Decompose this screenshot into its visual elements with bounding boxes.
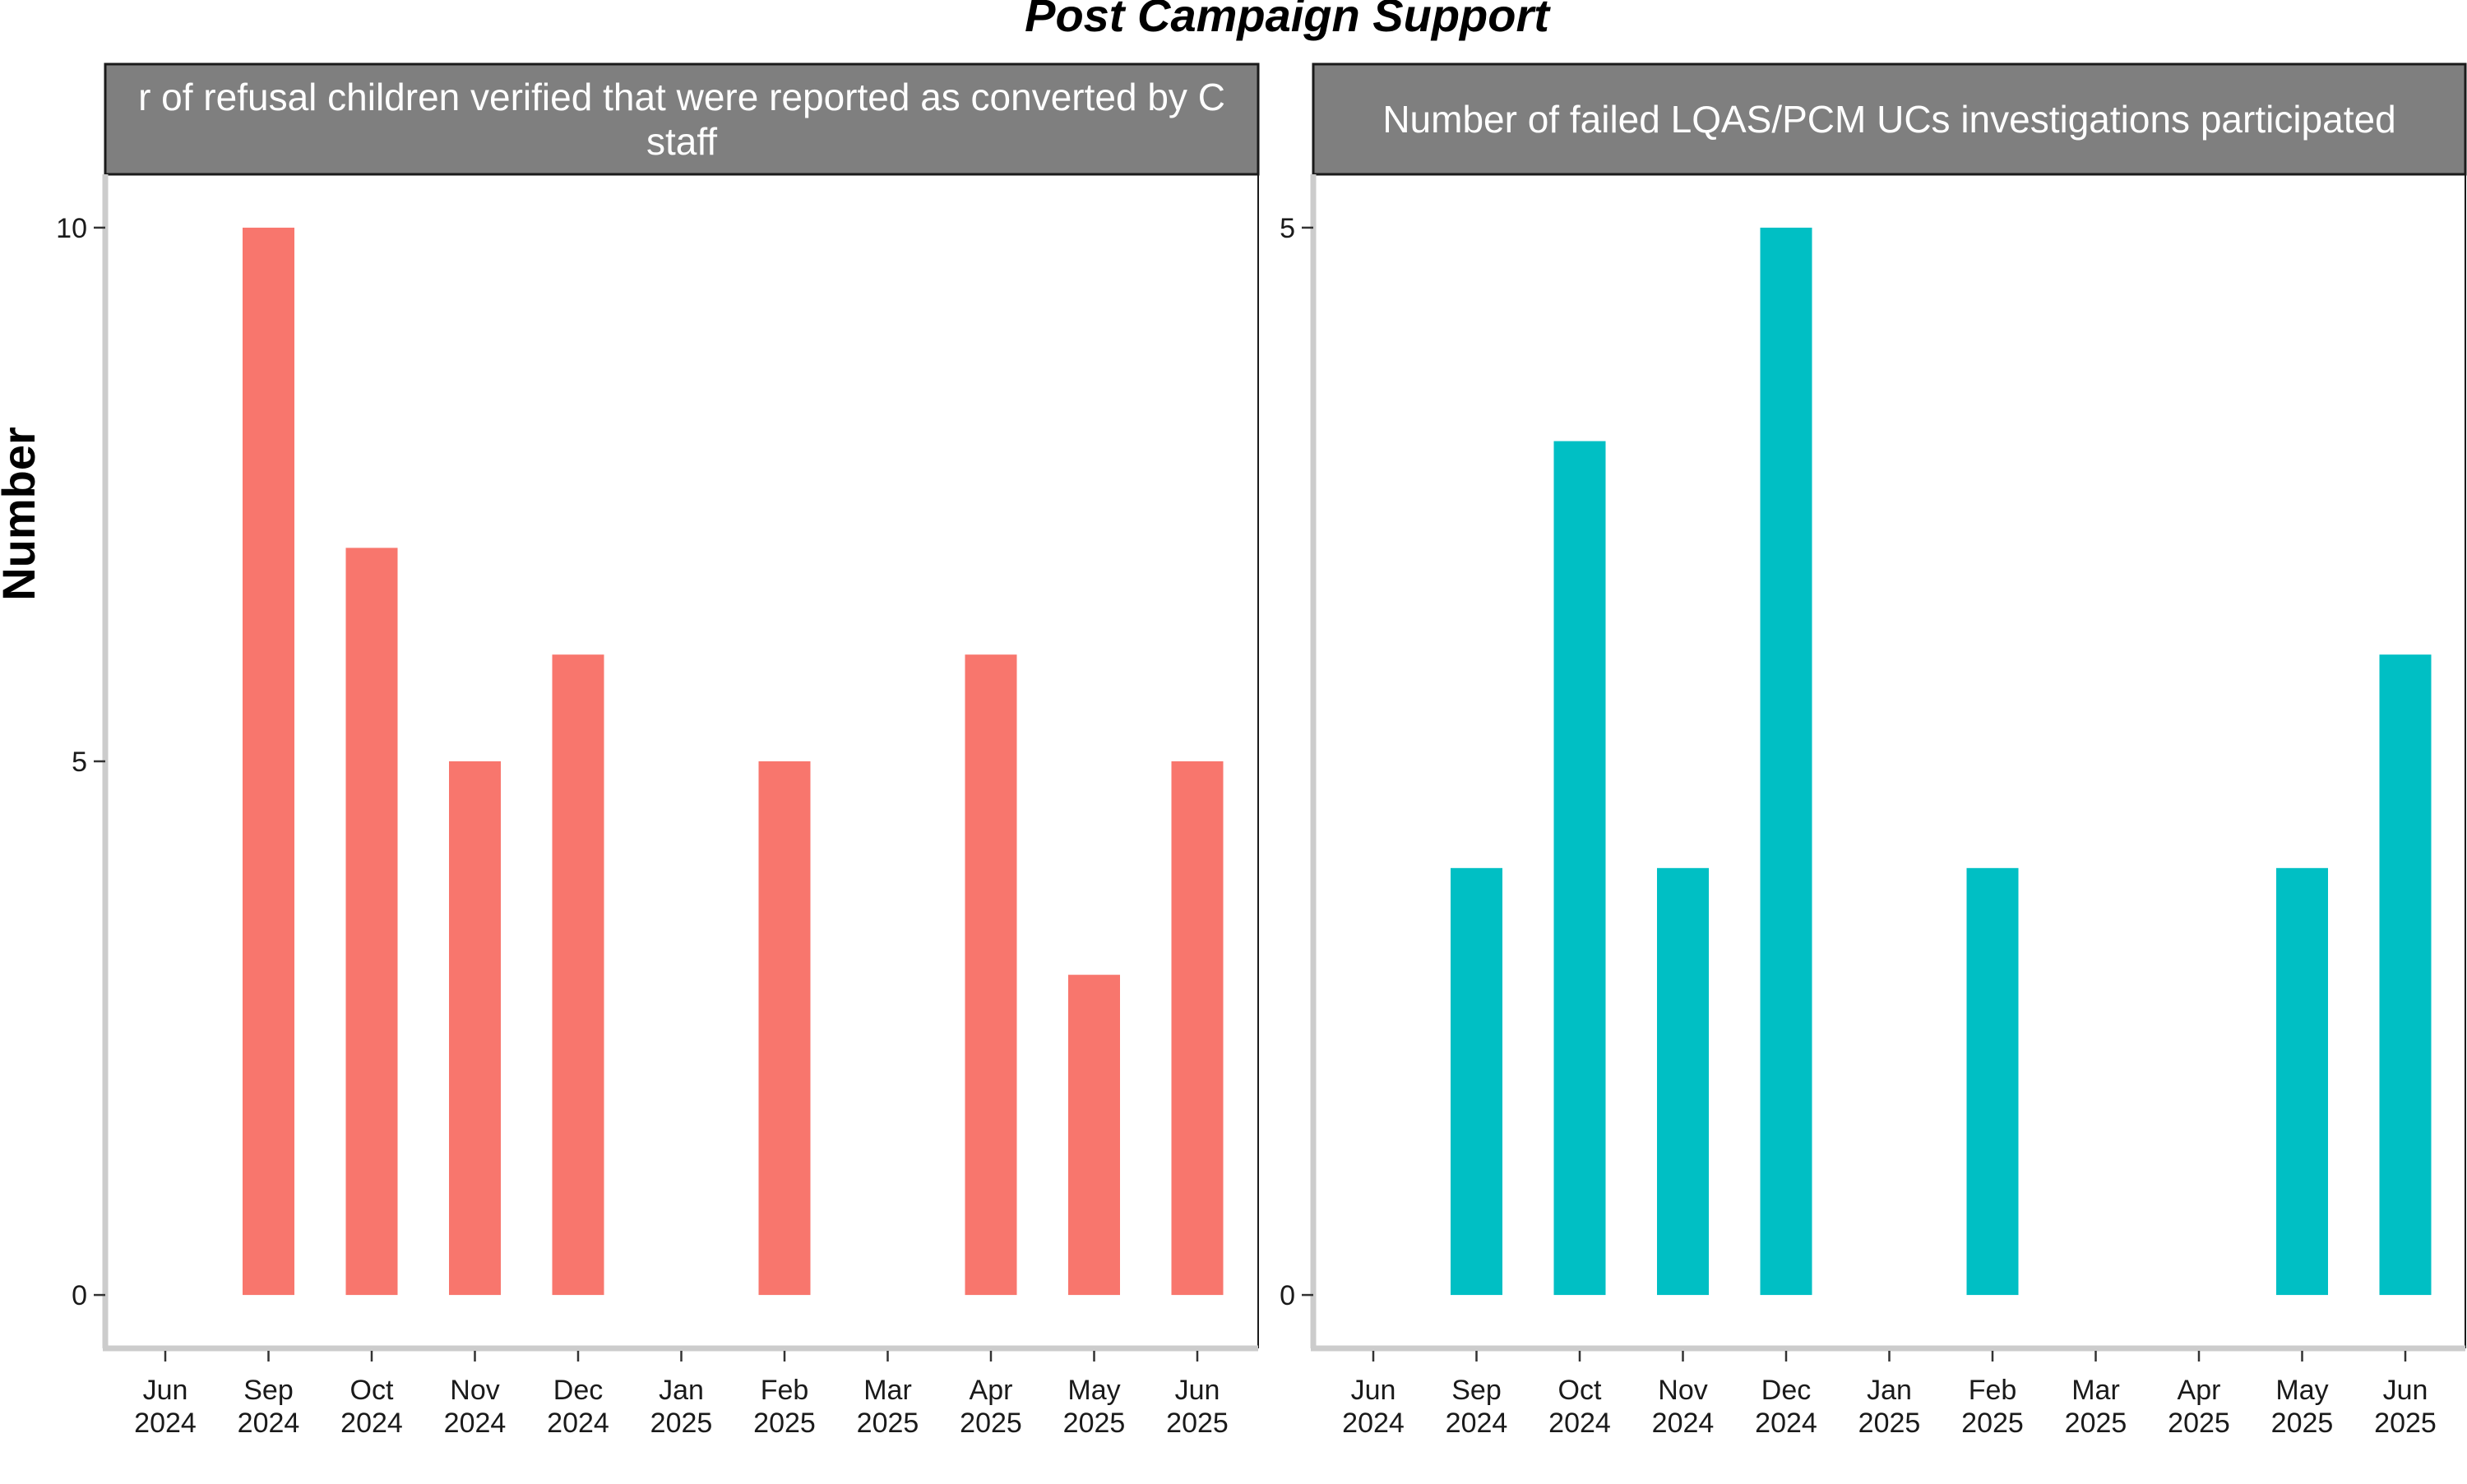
x-tick-label-line: 2024 <box>340 1408 403 1439</box>
panel-strip-title-line: r of refusal children verified that were… <box>138 76 1225 118</box>
x-tick-label: Mar 2025 <box>857 1375 919 1439</box>
y-tick-label: 0 <box>1280 1280 1295 1311</box>
x-tick-label: May 2025 <box>1063 1375 1126 1439</box>
x-tick-label-line: Apr <box>2178 1375 2221 1406</box>
y-axis-label: Number <box>0 427 44 601</box>
bar-may-2025 <box>1068 974 1120 1296</box>
bar-nov-2024 <box>449 761 501 1296</box>
x-tick-label: Apr 2025 <box>2168 1375 2230 1439</box>
x-tick-label-line: Apr <box>970 1375 1013 1406</box>
x-tick-label-line: Jun <box>1351 1375 1396 1406</box>
panel-2: Number of failed LQAS/PCM UCs investigat… <box>1280 62 2467 1439</box>
x-tick-label: Jan 2025 <box>1858 1375 1921 1439</box>
bar-feb-2025 <box>758 761 811 1296</box>
bar-oct-2024 <box>345 548 398 1296</box>
x-tick-label-line: Nov <box>450 1375 499 1406</box>
bar-apr-2025 <box>965 654 1017 1296</box>
x-tick-label-line: Jun <box>1175 1375 1220 1406</box>
panel-strip <box>1312 62 2467 176</box>
x-tick-label-line: Oct <box>350 1375 394 1406</box>
x-tick-label-line: 2025 <box>650 1408 713 1439</box>
y-tick-label: 0 <box>72 1280 87 1311</box>
x-tick-label: Jun 2024 <box>134 1375 197 1439</box>
x-tick-label-line: Jun <box>2383 1375 2428 1406</box>
chart-title: Post Campaign Support <box>1025 0 1551 41</box>
x-tick-label: Jun 2025 <box>1166 1375 1229 1439</box>
x-tick-label-line: 2025 <box>1063 1408 1126 1439</box>
y-tick-label: 5 <box>1280 213 1295 244</box>
x-tick-label-line: 2024 <box>1755 1408 1817 1439</box>
x-tick-label: Feb 2025 <box>753 1375 816 1439</box>
bar-dec-2024 <box>552 654 604 1296</box>
x-tick-label: Jan 2025 <box>650 1375 713 1439</box>
x-tick-label-line: Mar <box>863 1375 912 1406</box>
x-tick-label: Nov 2024 <box>444 1375 507 1439</box>
x-tick-label-line: 2025 <box>1961 1408 2024 1439</box>
y-tick-label: 5 <box>72 747 87 778</box>
x-tick-label-line: 2024 <box>547 1408 609 1439</box>
x-tick-label-line: Jan <box>1867 1375 1912 1406</box>
x-tick-label-line: 2024 <box>1548 1408 1611 1439</box>
x-tick-label: Oct 2024 <box>1548 1375 1611 1439</box>
x-tick-label: Oct 2024 <box>340 1375 403 1439</box>
x-tick-label: Dec 2024 <box>547 1375 609 1439</box>
x-tick-label-line: Sep <box>1451 1375 1502 1406</box>
x-tick-label: Jun 2025 <box>2374 1375 2437 1439</box>
y-tick-label: 10 <box>56 213 87 244</box>
bar-nov-2024 <box>1657 867 1709 1296</box>
panels-group: r of refusal children verified that were… <box>56 62 2467 1439</box>
panel-strip <box>104 62 1260 176</box>
x-tick-label-line: Feb <box>761 1375 809 1406</box>
x-tick-label-line: 2025 <box>1166 1408 1229 1439</box>
x-tick-label-line: 2024 <box>1342 1408 1405 1439</box>
x-tick-label-line: Dec <box>553 1375 603 1406</box>
x-tick-label-line: May <box>1067 1375 1120 1406</box>
x-tick-label-line: Sep <box>243 1375 294 1406</box>
x-tick-label-line: Feb <box>1969 1375 2017 1406</box>
x-tick-label-line: 2025 <box>2065 1408 2127 1439</box>
panel-1: r of refusal children verified that were… <box>56 62 1260 1439</box>
x-tick-label-line: 2025 <box>1858 1408 1921 1439</box>
bar-jun-2025 <box>2379 654 2432 1296</box>
panel-strip-title-line: staff <box>646 120 717 163</box>
x-tick-label: Dec 2024 <box>1755 1375 1817 1439</box>
x-tick-label-line: 2024 <box>1652 1408 1715 1439</box>
panel-strip-title-line: Number of failed LQAS/PCM UCs investigat… <box>1382 98 2395 141</box>
x-tick-label-line: 2025 <box>2374 1408 2437 1439</box>
x-tick-label-line: May <box>2275 1375 2328 1406</box>
bar-feb-2025 <box>1966 867 2019 1296</box>
bar-sep-2024 <box>243 227 294 1296</box>
x-tick-label-line: 2025 <box>2271 1408 2334 1439</box>
x-tick-label: May 2025 <box>2271 1375 2334 1439</box>
x-tick-label-line: Dec <box>1761 1375 1811 1406</box>
x-tick-label-line: 2024 <box>444 1408 507 1439</box>
x-tick-label: Nov 2024 <box>1652 1375 1715 1439</box>
bar-jun-2025 <box>1171 761 1224 1296</box>
x-tick-label-line: 2024 <box>134 1408 197 1439</box>
x-tick-label: Sep 2024 <box>238 1375 300 1439</box>
bar-dec-2024 <box>1760 227 1812 1296</box>
bar-sep-2024 <box>1451 867 1502 1296</box>
x-tick-label-line: Mar <box>2071 1375 2120 1406</box>
x-tick-label-line: 2025 <box>2168 1408 2230 1439</box>
x-tick-label-line: Oct <box>1558 1375 1602 1406</box>
x-tick-label-line: 2025 <box>960 1408 1022 1439</box>
x-tick-label: Jun 2024 <box>1342 1375 1405 1439</box>
x-tick-label-line: 2025 <box>753 1408 816 1439</box>
x-tick-label: Sep 2024 <box>1446 1375 1508 1439</box>
x-tick-label: Mar 2025 <box>2065 1375 2127 1439</box>
x-tick-label: Feb 2025 <box>1961 1375 2024 1439</box>
bar-oct-2024 <box>1553 441 1606 1296</box>
x-tick-label-line: Jun <box>143 1375 188 1406</box>
x-tick-label: Apr 2025 <box>960 1375 1022 1439</box>
x-tick-label-line: 2024 <box>1446 1408 1508 1439</box>
x-tick-label-line: Jan <box>659 1375 704 1406</box>
x-tick-label-line: 2025 <box>857 1408 919 1439</box>
x-tick-label-line: 2024 <box>238 1408 300 1439</box>
bar-may-2025 <box>2276 867 2328 1296</box>
x-tick-label-line: Nov <box>1658 1375 1707 1406</box>
